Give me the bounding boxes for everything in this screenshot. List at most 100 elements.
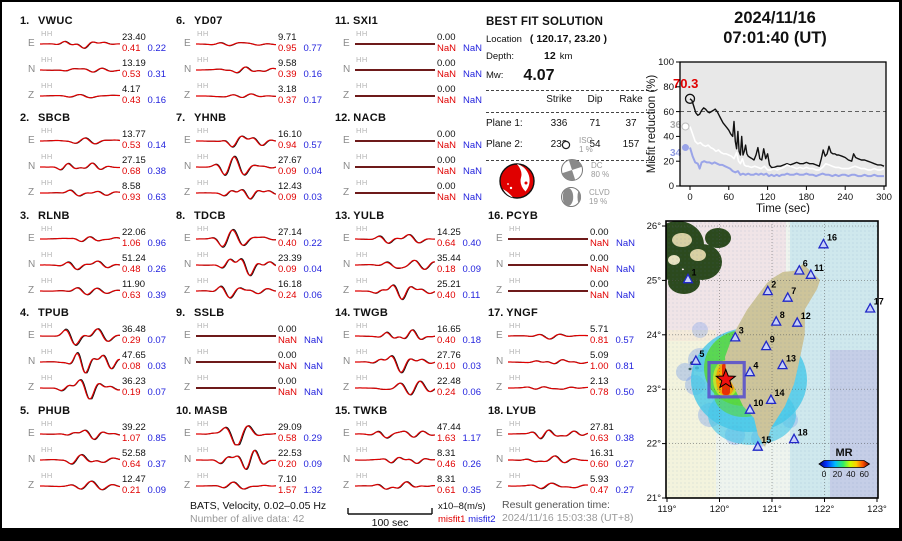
misfit2-value: 0.26 [147,264,167,275]
amplitude-value: 27.15 [122,155,146,166]
channel-row-E: E HH 9.71 0.95 0.77 [174,29,330,56]
misfit2-value: NaN [304,361,324,372]
amplitude-value: 27.76 [437,350,461,361]
station-marker-TDCB [770,315,782,326]
misfit2-value: 0.06 [462,387,482,398]
misfit1-value: 0.81 [590,335,609,346]
channel-values: 27.67 0.09 0.04 [278,155,334,177]
misfit2-value: 0.38 [615,433,635,444]
channel-row-N: N HH 13.19 0.53 0.31 [18,55,174,82]
station-name: VWUC [38,15,73,27]
station-marker-PCYB [817,238,830,249]
misfit1-value: NaN [278,361,298,372]
channel-letter: Z [343,480,350,491]
synthetic-waveform [355,430,435,439]
channel-band-code: HH [509,373,521,382]
channel-values: 16.65 0.40 0.18 [437,324,493,346]
synthetic-waveform [196,481,276,490]
misfit1-value: 0.18 [437,264,456,275]
channel-row-E: E HH 27.81 0.63 0.38 [486,419,642,446]
channel-values: 8.58 0.93 0.63 [122,181,178,203]
channel-band-code: HH [509,224,521,233]
misfit1-value: 0.93 [122,192,141,203]
channel-letter: Z [343,285,350,296]
station-name: TPUB [38,307,70,319]
misfit2-value: NaN [304,387,324,398]
misfit1-value: 0.39 [278,69,297,80]
synthetic-waveform [355,380,435,396]
channel-values: 7.10 1.57 1.32 [278,474,334,496]
channel-letter: N [343,161,351,172]
channel-row-Z: Z HH 11.90 0.63 0.39 [18,276,174,303]
synthetic-waveform [40,379,120,400]
amplitude-value: 14.25 [437,227,461,238]
event-time: 07:01:40 (UT) [723,29,827,47]
channel-letter: Z [184,187,191,198]
location-value: ( 120.17, 23.20 ) [529,33,607,45]
waveform-plot [40,480,120,491]
station-name: SSLB [194,307,225,319]
misfit1-value: NaN [278,387,298,398]
channel-row-Z: Z HH 12.43 0.09 0.03 [174,178,330,205]
x-tick-label: 300 [876,192,892,203]
misfit1-value: NaN [278,335,298,346]
waveform-plot [355,43,435,45]
station-map-number: 2 [771,279,776,289]
station-map-number: 7 [791,286,796,296]
waveform-plot [355,259,435,270]
observed-waveform [40,40,120,49]
amplitude-value: 0.00 [278,324,297,335]
amplitude-value: 36.23 [122,376,146,387]
channel-values: 23.40 0.41 0.22 [122,32,178,54]
misfit2-value: NaN [463,140,483,151]
time-scalebar [347,508,433,515]
amplitude-value: 22.06 [122,227,146,238]
misfit1-value: 0.40 [437,290,456,301]
channel-letter: Z [496,382,503,393]
misfit1-value: 0.94 [278,140,297,151]
station-marker-YHNB [782,291,794,302]
iso-circle-icon [561,140,571,150]
channel-band-code: HH [41,178,53,187]
channel-letter: N [28,161,36,172]
best-fit-solution-panel: BEST FIT SOLUTION Location ( 120.17, 23.2… [486,16,664,207]
station-marker-MASB [744,403,756,414]
amplitude-value: 39.22 [122,422,146,433]
station-number: 3. [20,210,30,222]
synthetic-waveform [508,455,588,464]
clvd-percent: 19 % [589,197,608,206]
misfit1-value: 0.47 [590,485,609,496]
station-header: 12. NACB [335,112,386,124]
station-map: 1 2 3 4 5 6 7 8 9 10 11 12 13 14 15 16 1… [647,220,887,515]
station-name: PHUB [38,405,71,417]
amplitude-value: 35.44 [437,253,461,264]
channel-letter: E [343,428,350,439]
amplitude-value: 22.53 [278,448,302,459]
channel-values: 16.10 0.94 0.57 [278,129,334,151]
observed-waveform [40,429,120,441]
misfit1-value: NaN [590,290,610,301]
channel-values: 0.00 NaN NaN [278,324,334,346]
misfit1-value: 0.09 [278,166,297,177]
amplitude-value: 0.00 [437,129,456,140]
low-start-marker [681,144,689,152]
amplitude-value: 36.48 [122,324,146,335]
synthetic-waveform [196,93,276,98]
channel-letter: E [343,135,350,146]
channel-row-Z: Z HH 16.18 0.24 0.06 [174,276,330,303]
waveform-plot [355,481,435,490]
station-map-number: 5 [699,349,704,359]
amplitude-value: 8.58 [122,181,141,192]
amplitude-value: 2.13 [590,376,609,387]
channel-band-code: HH [356,321,368,330]
waveform-plot [196,66,276,74]
channel-band-code: HH [197,126,209,135]
misfit1-value: 0.10 [437,361,456,372]
channel-row-N: N HH 0.00 NaN NaN [486,250,642,277]
synthetic-waveform [355,329,435,340]
channel-letter: Z [496,480,503,491]
channel-band-code: HH [41,224,53,233]
lon-tick-label: 119° [658,504,677,515]
channel-values: 16.31 0.60 0.27 [590,448,646,470]
lon-tick-label: 121° [762,504,782,515]
